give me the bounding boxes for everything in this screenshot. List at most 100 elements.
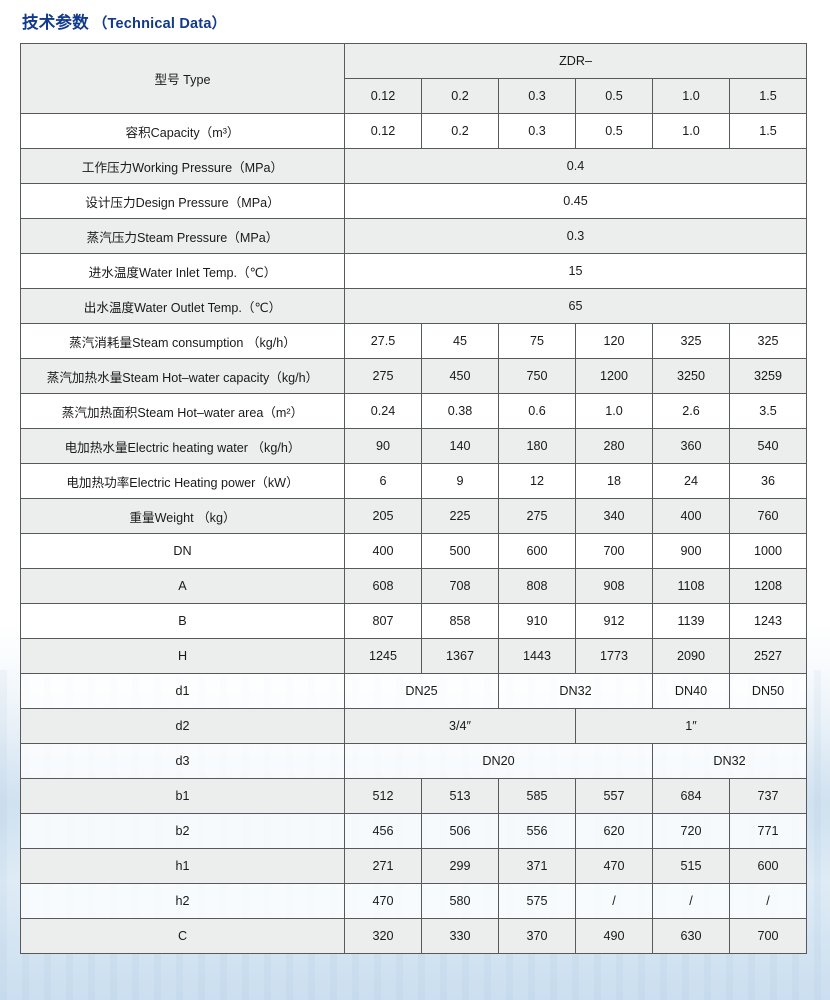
table-row: 蒸汽消耗量Steam consumption （kg/h） 27.5 45 75 120… — [20, 323, 808, 359]
row-value: 720 — [652, 813, 730, 849]
row-value: 2090 — [652, 638, 730, 674]
row-value: 9 — [421, 463, 499, 499]
table-row: h2 470 580 575// / — [20, 883, 808, 919]
row-value: 1.0 — [575, 393, 653, 429]
row-label: d3 — [20, 743, 345, 779]
row-value: 400 — [344, 533, 422, 569]
table-row: 设计压力Design Pressure（MPa） 0.45 — [20, 183, 808, 219]
table-row: b1 512 513 585 557 684 737 — [20, 778, 808, 814]
table-row: 电加热功率Electric Heating power（kW） 6 9 12 18 24 3… — [20, 463, 808, 499]
row-value: 620 — [575, 813, 653, 849]
row-value-merged: 0.3 — [343, 218, 808, 254]
row-value: 684 — [652, 778, 730, 814]
row-value: 456 — [344, 813, 422, 849]
row-label: B — [20, 603, 345, 639]
row-label: b1 — [20, 778, 345, 814]
row-value: 330 — [421, 918, 499, 954]
row-value: 275 — [498, 498, 576, 534]
row-value-span: DN40 — [652, 673, 730, 709]
row-value: 1.5 — [728, 113, 808, 149]
row-label: 设计压力Design Pressure（MPa） — [20, 183, 345, 219]
row-value: 400 — [652, 498, 730, 534]
table-row: 蒸汽压力Steam Pressure（MPa） 0.3 — [20, 218, 808, 254]
header-cell-size-5: 1.0 — [652, 78, 730, 114]
table-row: d1 DN25 DN32 DN40 DN50 — [20, 673, 808, 709]
row-label: H — [20, 638, 345, 674]
row-value: 1367 — [421, 638, 499, 674]
row-value: 630 — [652, 918, 730, 954]
row-value: 120 — [575, 323, 653, 359]
row-label: 蒸汽压力Steam Pressure（MPa） — [20, 218, 345, 254]
row-value: 75 — [498, 323, 576, 359]
row-value: 1.0 — [652, 113, 730, 149]
row-value: 370 — [498, 918, 576, 954]
row-label: h1 — [20, 848, 345, 884]
row-label: C — [20, 918, 345, 954]
table-header-row-series: 型号 Type ZDR– — [20, 43, 808, 114]
row-value: 708 — [421, 568, 499, 604]
row-value: 271 — [344, 848, 422, 884]
table-row: 蒸汽加热面积Steam Hot–water area（m²） 0.24 0.38 0.… — [20, 393, 808, 429]
row-label: DN — [20, 533, 345, 569]
row-label: 工作压力Working Pressure（MPa） — [20, 148, 345, 184]
row-value: 1773 — [575, 638, 653, 674]
row-value: 512 — [344, 778, 422, 814]
row-value: 12 — [498, 463, 576, 499]
row-value: 36 — [728, 463, 808, 499]
row-value: 2527 — [728, 638, 808, 674]
row-label: 容积Capacity（m³） — [20, 113, 345, 149]
row-value: 2.6 — [652, 393, 730, 429]
row-value: 1243 — [728, 603, 808, 639]
row-value: 737 — [728, 778, 808, 814]
row-value: 24 — [652, 463, 730, 499]
table-row: 容积Capacity（m³） 0.12 0.2 0.3 0.5 1.0 1.5 — [20, 113, 808, 149]
technical-data-table: 型号 Type ZDR– 0.12 0.2 0.3 0.5 1.0 1.5 容积… — [20, 43, 808, 954]
table-row: h1 271 299 371 470 515 600 — [20, 848, 808, 884]
row-value: 580 — [421, 883, 499, 919]
table-row: H 1245 1367 1443 1773 2090 2527 — [20, 638, 808, 674]
row-value: 340 — [575, 498, 653, 534]
table-row: b2 456 506 556 620 720 771 — [20, 813, 808, 849]
row-value: 450 — [421, 358, 499, 394]
row-label: b2 — [20, 813, 345, 849]
row-value: 205 — [344, 498, 422, 534]
row-value: 910 — [498, 603, 576, 639]
technical-data-table-wrap: 型号 Type ZDR– 0.12 0.2 0.3 0.5 1.0 1.5 容积… — [20, 43, 808, 954]
row-value: 3259 — [728, 358, 808, 394]
row-label: 电加热水量Electric heating water （kg/h） — [20, 428, 345, 464]
row-value: 700 — [728, 918, 808, 954]
row-value: 912 — [575, 603, 653, 639]
header-cell-series: ZDR– — [343, 43, 808, 79]
row-value-span: DN32 — [498, 673, 653, 709]
row-value: 556 — [498, 813, 576, 849]
row-label: 电加热功率Electric Heating power（kW） — [20, 463, 345, 499]
row-value: 513 — [421, 778, 499, 814]
row-value: 0.5 — [575, 113, 653, 149]
row-value-span: 1″ — [574, 708, 808, 744]
row-value: 325 — [652, 323, 730, 359]
row-value-merged: 0.4 — [343, 148, 808, 184]
row-value: 750 — [498, 358, 576, 394]
row-value: 225 — [421, 498, 499, 534]
row-value: 0.38 — [421, 393, 499, 429]
row-value: 1245 — [344, 638, 422, 674]
row-value: 3250 — [652, 358, 730, 394]
row-value: 299 — [421, 848, 499, 884]
row-value: 506 — [421, 813, 499, 849]
header-cell-type: 型号 Type — [20, 43, 345, 114]
header-cell-size-6: 1.5 — [728, 78, 808, 114]
table-row: 进水温度Water Inlet Temp.（℃） 15 — [20, 253, 808, 289]
row-value: 900 — [652, 533, 730, 569]
row-value: 807 — [344, 603, 422, 639]
row-value: 515 — [652, 848, 730, 884]
row-value: 1139 — [652, 603, 730, 639]
row-value: 557 — [575, 778, 653, 814]
row-value: 490 — [575, 918, 653, 954]
header-cell-size-3: 0.3 — [498, 78, 576, 114]
row-label: d2 — [20, 708, 345, 744]
row-value: 575 — [498, 883, 576, 919]
row-value: 275 — [344, 358, 422, 394]
row-value: 1208 — [728, 568, 808, 604]
page-title: 技术参数 （Technical Data） — [22, 9, 830, 33]
table-row: B 807 858 910 912 1139 1243 — [20, 603, 808, 639]
